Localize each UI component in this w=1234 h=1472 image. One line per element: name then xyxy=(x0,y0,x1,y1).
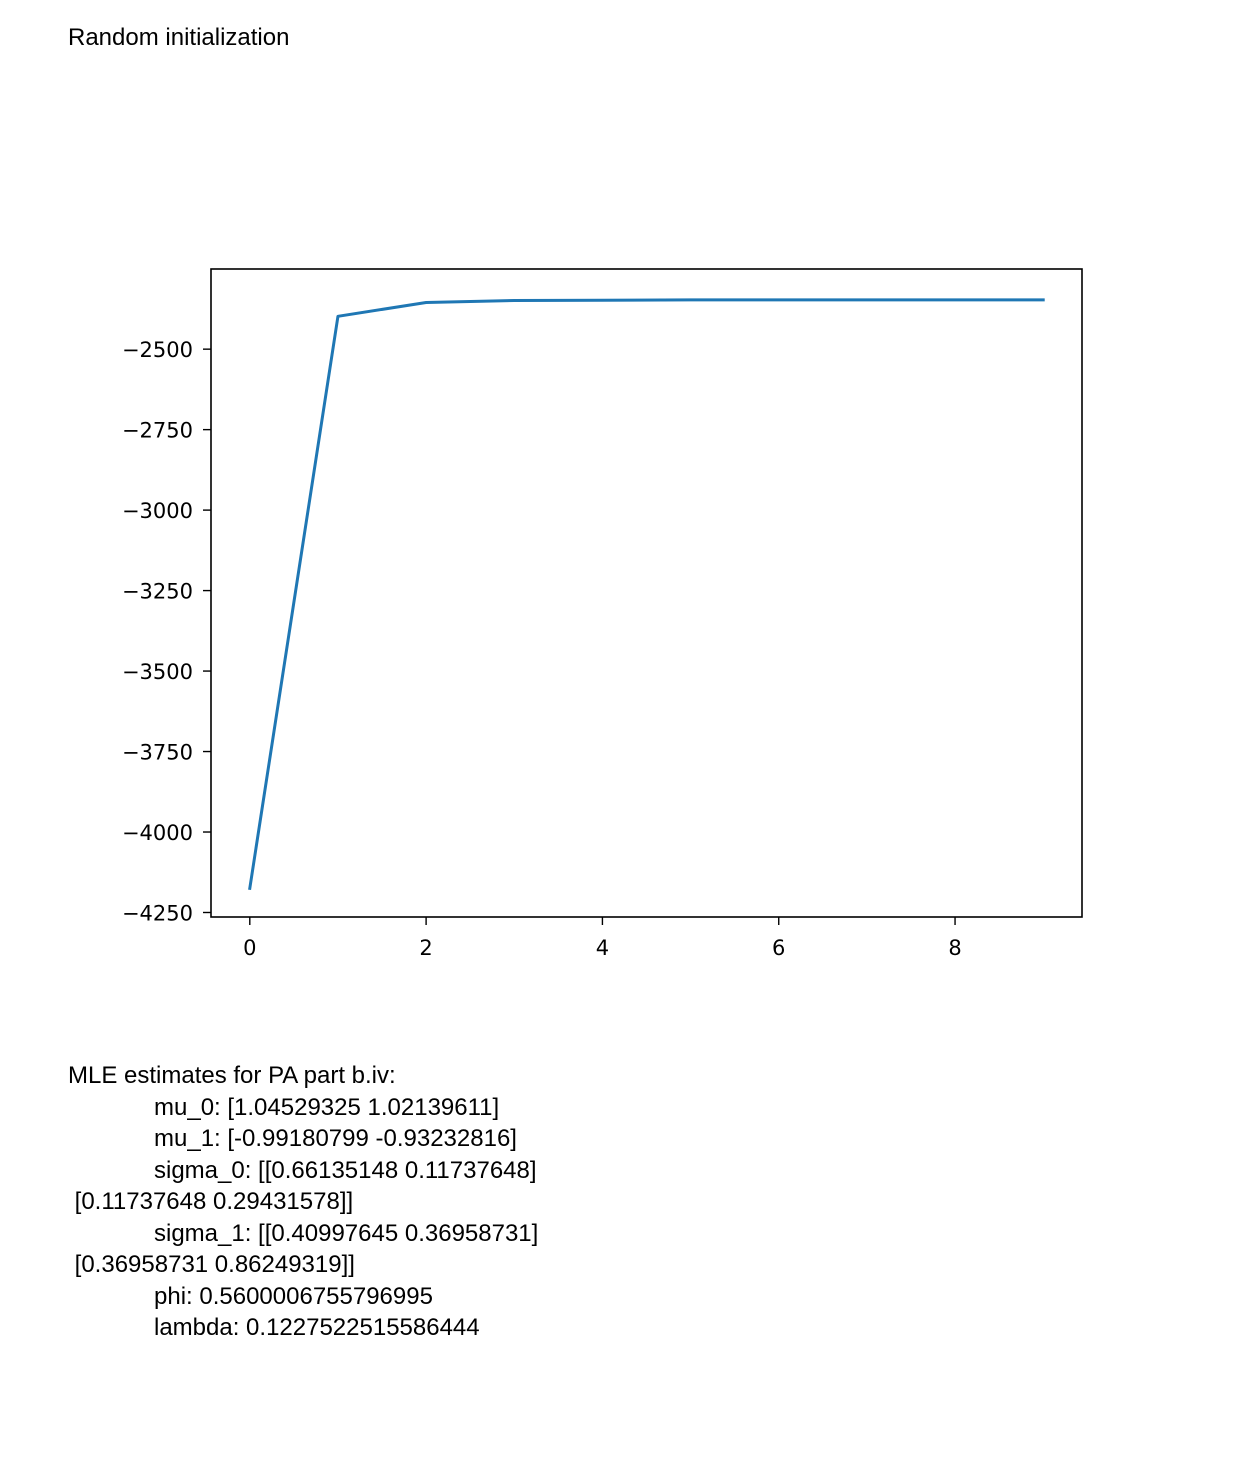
mle-line-text: [0.11737648 0.29431578]] xyxy=(68,1188,354,1215)
mle-line-text: sigma_1: [[0.40997645 0.36958731] xyxy=(154,1219,539,1247)
plot-frame xyxy=(210,268,1083,918)
page-heading: Random initialization xyxy=(68,24,290,51)
y-tick-label: −3750 xyxy=(122,741,193,765)
series-layer xyxy=(248,298,1045,891)
mle-line: mu_0: [1.04529325 1.02139611] xyxy=(68,1092,538,1124)
mle-lines: mu_0: [1.04529325 1.02139611] mu_1: [-0.9… xyxy=(68,1092,539,1344)
mle-line: [0.36958731 0.86249319]] xyxy=(68,1249,538,1281)
ticks-layer: −2500 −2750 −3000 −3250 −3500 −3750 −4000 −4250… xyxy=(122,338,962,960)
mle-line: phi: 0.5600006755796995 xyxy=(68,1281,538,1313)
x-tick-label: 0 xyxy=(243,936,256,960)
x-tick-label: 4 xyxy=(596,936,609,960)
mle-line-text: lambda: 0.1227522515586444 xyxy=(154,1314,480,1341)
y-tick-label: −3250 xyxy=(122,580,193,604)
mle-line-text: sigma_0: [[0.66135148 0.11737648] xyxy=(154,1156,537,1184)
y-tick-label: −3500 xyxy=(122,660,193,684)
chart-svg: −2500 −2750 −3000 −3250 −3500 −3750 −4000 −4250… xyxy=(122,268,1083,960)
y-tick-label: −2750 xyxy=(122,419,193,443)
y-tick-label: −4000 xyxy=(122,821,193,845)
mle-line-text: mu_1: [-0.99180799 -0.93232816] xyxy=(154,1125,517,1152)
mle-line-text: mu_0: [1.04529325 1.02139611] xyxy=(154,1093,500,1121)
mle-line: mu_1: [-0.99180799 -0.93232816] xyxy=(68,1123,538,1155)
mle-header: MLE estimates for PA part b.iv: xyxy=(68,1062,396,1089)
mle-line: sigma_0: [[0.66135148 0.11737648] xyxy=(68,1155,538,1187)
mle-line: sigma_1: [[0.40997645 0.36958731] xyxy=(68,1218,538,1250)
mle-estimates: MLE estimates for PA part b.iv: mu_0: [1… xyxy=(68,1060,538,1344)
y-tick-label: −2500 xyxy=(122,338,193,362)
x-tick-label: 2 xyxy=(419,936,432,960)
x-tick-label: 6 xyxy=(772,936,785,960)
mle-line: lambda: 0.1227522515586444 xyxy=(68,1312,538,1344)
y-tick-label: −4250 xyxy=(122,901,193,925)
y-tick-label: −3000 xyxy=(122,499,193,523)
mle-line-text: [0.36958731 0.86249319]] xyxy=(68,1251,355,1278)
mle-line: [0.11737648 0.29431578]] xyxy=(68,1186,538,1218)
line-chart: −2500 −2750 −3000 −3250 −3500 −3750 −4000 −4250… xyxy=(122,268,1083,960)
mle-line-text: phi: 0.5600006755796995 xyxy=(154,1282,433,1310)
x-tick-label: 8 xyxy=(948,936,961,960)
series-line xyxy=(248,298,1045,891)
